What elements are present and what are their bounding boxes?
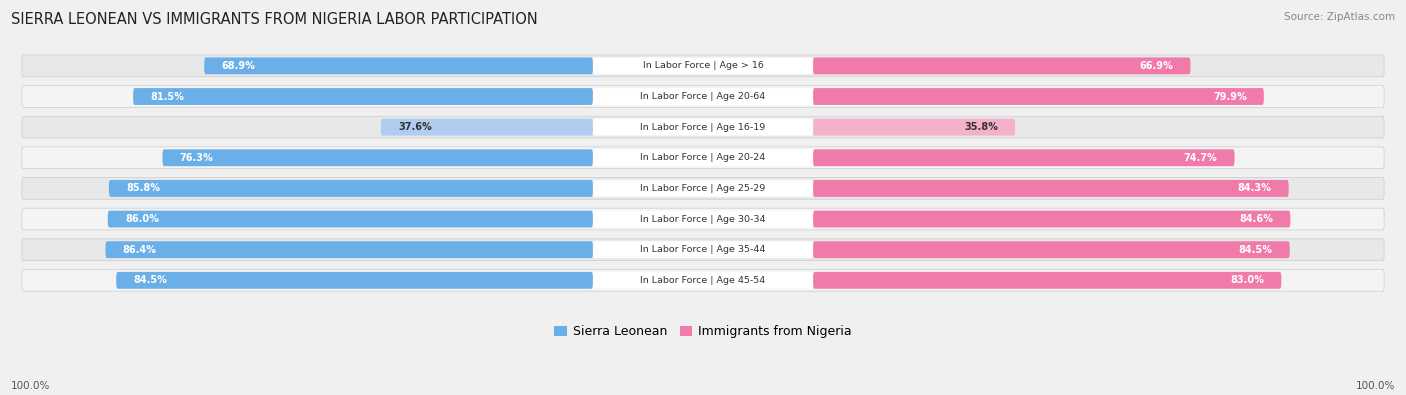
- Text: In Labor Force | Age 45-54: In Labor Force | Age 45-54: [640, 276, 766, 285]
- FancyBboxPatch shape: [22, 269, 1384, 291]
- Text: 35.8%: 35.8%: [965, 122, 998, 132]
- Text: 76.3%: 76.3%: [180, 153, 214, 163]
- FancyBboxPatch shape: [22, 177, 1384, 199]
- FancyBboxPatch shape: [813, 241, 1289, 258]
- Text: 66.9%: 66.9%: [1139, 61, 1173, 71]
- FancyBboxPatch shape: [22, 239, 1384, 261]
- FancyBboxPatch shape: [813, 272, 1281, 289]
- FancyBboxPatch shape: [593, 180, 813, 197]
- Text: 74.7%: 74.7%: [1184, 153, 1218, 163]
- FancyBboxPatch shape: [163, 149, 593, 166]
- Text: 85.8%: 85.8%: [127, 183, 160, 194]
- FancyBboxPatch shape: [108, 180, 593, 197]
- Text: 86.0%: 86.0%: [125, 214, 159, 224]
- FancyBboxPatch shape: [204, 57, 593, 74]
- Text: In Labor Force | Age 25-29: In Labor Force | Age 25-29: [640, 184, 766, 193]
- Text: 84.5%: 84.5%: [134, 275, 167, 285]
- FancyBboxPatch shape: [813, 88, 1264, 105]
- Text: In Labor Force | Age 35-44: In Labor Force | Age 35-44: [640, 245, 766, 254]
- Text: 100.0%: 100.0%: [1355, 381, 1395, 391]
- FancyBboxPatch shape: [813, 180, 1289, 197]
- Text: SIERRA LEONEAN VS IMMIGRANTS FROM NIGERIA LABOR PARTICIPATION: SIERRA LEONEAN VS IMMIGRANTS FROM NIGERI…: [11, 12, 538, 27]
- FancyBboxPatch shape: [134, 88, 593, 105]
- FancyBboxPatch shape: [108, 211, 593, 228]
- Legend: Sierra Leonean, Immigrants from Nigeria: Sierra Leonean, Immigrants from Nigeria: [548, 320, 858, 343]
- Text: 83.0%: 83.0%: [1230, 275, 1264, 285]
- Text: In Labor Force | Age 20-24: In Labor Force | Age 20-24: [640, 153, 766, 162]
- Text: Source: ZipAtlas.com: Source: ZipAtlas.com: [1284, 12, 1395, 22]
- FancyBboxPatch shape: [593, 211, 813, 228]
- Text: 84.6%: 84.6%: [1239, 214, 1274, 224]
- FancyBboxPatch shape: [813, 149, 1234, 166]
- Text: In Labor Force | Age 30-34: In Labor Force | Age 30-34: [640, 214, 766, 224]
- FancyBboxPatch shape: [593, 57, 813, 74]
- Text: 86.4%: 86.4%: [122, 245, 156, 255]
- FancyBboxPatch shape: [22, 86, 1384, 107]
- FancyBboxPatch shape: [593, 149, 813, 166]
- FancyBboxPatch shape: [593, 241, 813, 258]
- FancyBboxPatch shape: [813, 119, 1015, 135]
- FancyBboxPatch shape: [593, 272, 813, 289]
- FancyBboxPatch shape: [117, 272, 593, 289]
- Text: In Labor Force | Age > 16: In Labor Force | Age > 16: [643, 61, 763, 70]
- FancyBboxPatch shape: [105, 241, 593, 258]
- FancyBboxPatch shape: [22, 147, 1384, 169]
- Text: 37.6%: 37.6%: [398, 122, 432, 132]
- Text: In Labor Force | Age 20-64: In Labor Force | Age 20-64: [640, 92, 766, 101]
- Text: 79.9%: 79.9%: [1213, 92, 1247, 102]
- Text: 81.5%: 81.5%: [150, 92, 184, 102]
- FancyBboxPatch shape: [813, 57, 1191, 74]
- FancyBboxPatch shape: [22, 116, 1384, 138]
- Text: 68.9%: 68.9%: [221, 61, 256, 71]
- FancyBboxPatch shape: [593, 88, 813, 105]
- Text: 84.3%: 84.3%: [1237, 183, 1271, 194]
- FancyBboxPatch shape: [813, 211, 1291, 228]
- Text: 84.5%: 84.5%: [1239, 245, 1272, 255]
- Text: 100.0%: 100.0%: [11, 381, 51, 391]
- FancyBboxPatch shape: [22, 55, 1384, 77]
- FancyBboxPatch shape: [381, 119, 593, 135]
- Text: In Labor Force | Age 16-19: In Labor Force | Age 16-19: [640, 122, 766, 132]
- FancyBboxPatch shape: [22, 208, 1384, 230]
- FancyBboxPatch shape: [593, 119, 813, 135]
